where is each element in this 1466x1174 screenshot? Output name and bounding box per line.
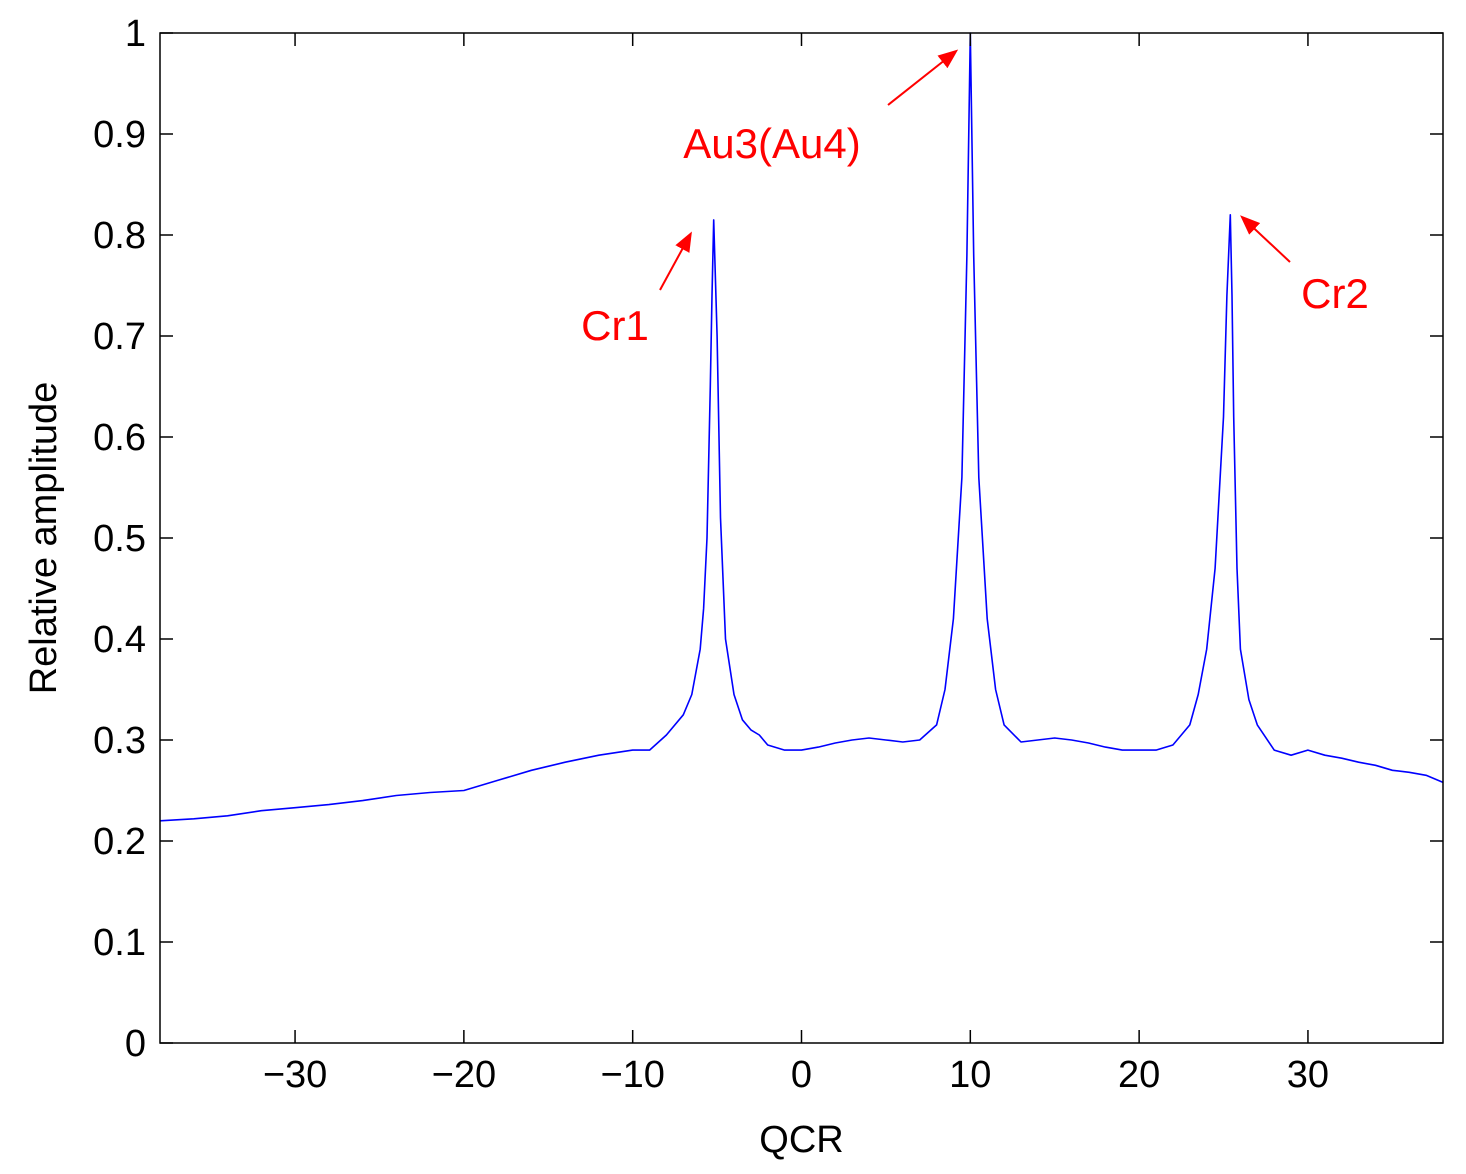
x-axis-title: QCR (759, 1119, 843, 1161)
y-tick-label: 0.1 (93, 922, 146, 964)
x-tick-label: 0 (791, 1054, 812, 1096)
annotation-arrow (887, 49, 959, 106)
x-tick-label: 10 (949, 1054, 991, 1096)
annotation-label: Cr2 (1301, 270, 1369, 317)
x-tick-label: −20 (432, 1054, 496, 1096)
annotation-arrow (1240, 215, 1291, 263)
x-tick-label: 30 (1287, 1054, 1329, 1096)
y-tick-label: 0.7 (93, 316, 146, 358)
y-tick-label: 0.6 (93, 417, 146, 459)
series-line-0 (159, 32, 1444, 822)
y-tick-label: 0.9 (93, 114, 146, 156)
annotation-label: Cr1 (581, 302, 649, 349)
annotation-label: Au3(Au4) (683, 120, 860, 167)
y-tick-label: 0.5 (93, 518, 146, 560)
x-tick-label: 20 (1118, 1054, 1160, 1096)
annotation-arrow (659, 231, 692, 291)
y-tick-label: 0.8 (93, 215, 146, 257)
y-tick-label: 0.2 (93, 821, 146, 863)
x-tick-label: −30 (263, 1054, 327, 1096)
y-axis-title: Relative amplitude (23, 382, 65, 695)
y-tick-label: 0 (125, 1023, 146, 1065)
x-tick-label: −10 (600, 1054, 664, 1096)
y-tick-label: 1 (125, 13, 146, 55)
y-tick-label: 0.4 (93, 619, 146, 661)
y-tick-label: 0.3 (93, 720, 146, 762)
